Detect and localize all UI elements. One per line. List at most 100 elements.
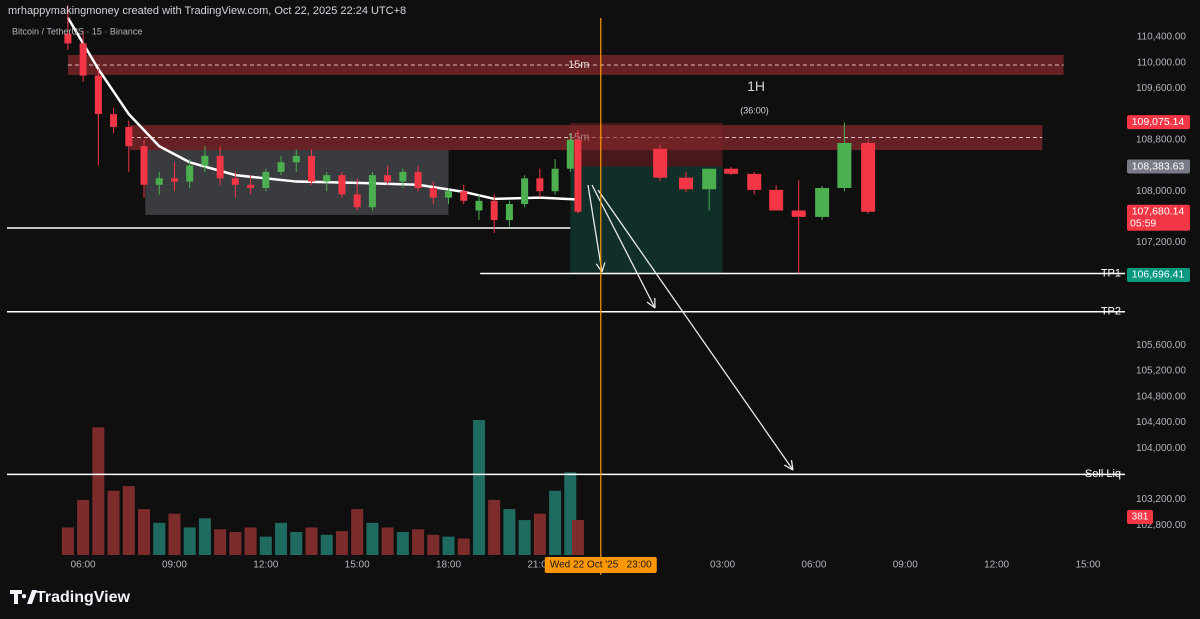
candle-body <box>170 178 178 182</box>
volume-bar <box>457 538 470 555</box>
candle-body <box>653 148 668 178</box>
y-tick-label: 109,600.00 <box>1136 83 1186 94</box>
price-tag-label: 109,075.14 <box>1132 116 1185 128</box>
price-tag <box>1127 267 1190 282</box>
x-tick-label: 03:00 <box>710 560 735 571</box>
y-tick-label: 105,200.00 <box>1136 366 1186 377</box>
volume-bar <box>351 509 364 555</box>
volume-bar <box>503 509 516 555</box>
candle-body <box>277 162 285 172</box>
zone <box>570 166 723 274</box>
candle-body <box>231 178 239 185</box>
candle-body <box>307 155 315 182</box>
y-tick-label: 110,000.00 <box>1137 57 1187 68</box>
arrow <box>587 184 603 273</box>
candle-body <box>551 168 559 192</box>
candle-body <box>490 200 498 221</box>
candle-body <box>747 173 762 190</box>
candle-body <box>861 143 876 212</box>
x-tick-label: 15:00 <box>1075 560 1100 571</box>
annotation: 1H <box>747 78 765 94</box>
candle-body <box>216 155 224 179</box>
volume-bar <box>442 536 455 555</box>
crosshair-tag <box>544 557 657 573</box>
volume-bar <box>275 522 288 555</box>
volume-bar <box>412 529 425 555</box>
candle-body <box>724 168 739 174</box>
x-tick-label: 09:00 <box>162 560 187 571</box>
y-tick-label: 105,600.00 <box>1136 340 1186 351</box>
y-tick-label: 108,800.00 <box>1136 134 1186 145</box>
price-tag <box>1127 159 1190 174</box>
volume-bar <box>549 490 562 555</box>
volume-bar <box>138 509 151 555</box>
volume-bar <box>61 527 74 555</box>
candle-body <box>679 177 694 190</box>
price-axis <box>1125 0 1200 576</box>
candle-body <box>262 171 270 188</box>
volume-bar <box>198 518 211 555</box>
logo-mark <box>10 590 37 604</box>
volume-bar <box>168 513 181 555</box>
x-tick-label: 12:00 <box>984 560 1009 571</box>
volume-bar <box>290 532 303 555</box>
arrow <box>591 184 656 309</box>
arrow-head <box>783 464 794 471</box>
crosshair-label: Wed 22 Oct '25 23:00 <box>550 560 652 571</box>
candle-body <box>79 43 87 76</box>
volume-bar <box>381 527 394 555</box>
volume-bar <box>122 486 135 555</box>
candle-body <box>140 146 148 185</box>
volume-bar <box>153 522 166 555</box>
chart-title: mrhappymakingmoney created with TradingV… <box>8 5 406 17</box>
candle-body <box>201 155 209 166</box>
level-name: TP2 <box>1101 306 1121 318</box>
y-tick-label: 107,200.00 <box>1136 237 1186 248</box>
volume-bar <box>488 499 501 555</box>
y-tick-label: 108,000.00 <box>1136 186 1186 197</box>
volume-bar <box>244 527 257 555</box>
candle-body <box>521 178 529 205</box>
volume-bar <box>396 532 409 555</box>
candle-body <box>186 165 194 182</box>
price-tag <box>1127 115 1190 130</box>
candle-body <box>94 75 102 115</box>
candle-body <box>353 194 361 208</box>
volume-tag-label: 381 <box>1132 512 1149 523</box>
level-name: Sell Liq <box>1085 468 1121 480</box>
price-tag-label: 107,680.14 <box>1132 206 1185 218</box>
x-tick-label: 21:00 <box>527 560 552 571</box>
arrow-head <box>646 301 656 309</box>
candle-body <box>292 155 300 163</box>
y-tick-label: 104,800.00 <box>1136 391 1186 402</box>
candle-body <box>769 189 784 211</box>
y-tick-label: 103,200.00 <box>1136 494 1186 505</box>
candle-body <box>155 178 163 185</box>
volume-bar <box>366 522 379 555</box>
volume-bar <box>335 531 348 555</box>
volume-bar <box>305 527 318 555</box>
candle-body <box>247 184 255 188</box>
x-tick-label: 15:00 <box>345 560 370 571</box>
arrow <box>597 189 794 471</box>
volume-bar <box>183 527 196 555</box>
candle-body <box>536 178 544 192</box>
candle-body <box>566 139 574 169</box>
arrow-head <box>601 262 606 273</box>
candle-body <box>125 126 133 147</box>
x-tick-label: 06:00 <box>71 560 96 571</box>
logo: TradingView <box>0 576 1200 619</box>
level-name: TP1 <box>1101 267 1121 279</box>
arrow-head <box>790 460 794 471</box>
candle-body <box>414 171 422 188</box>
candle-body <box>505 204 513 221</box>
volume-bar <box>518 520 531 555</box>
volume-bar <box>533 513 546 555</box>
volume-bar <box>214 529 227 555</box>
brand: TradingView <box>36 589 131 606</box>
x-tick-label: 09:00 <box>893 560 918 571</box>
volume-bar <box>229 532 242 555</box>
candle-body <box>475 200 483 211</box>
